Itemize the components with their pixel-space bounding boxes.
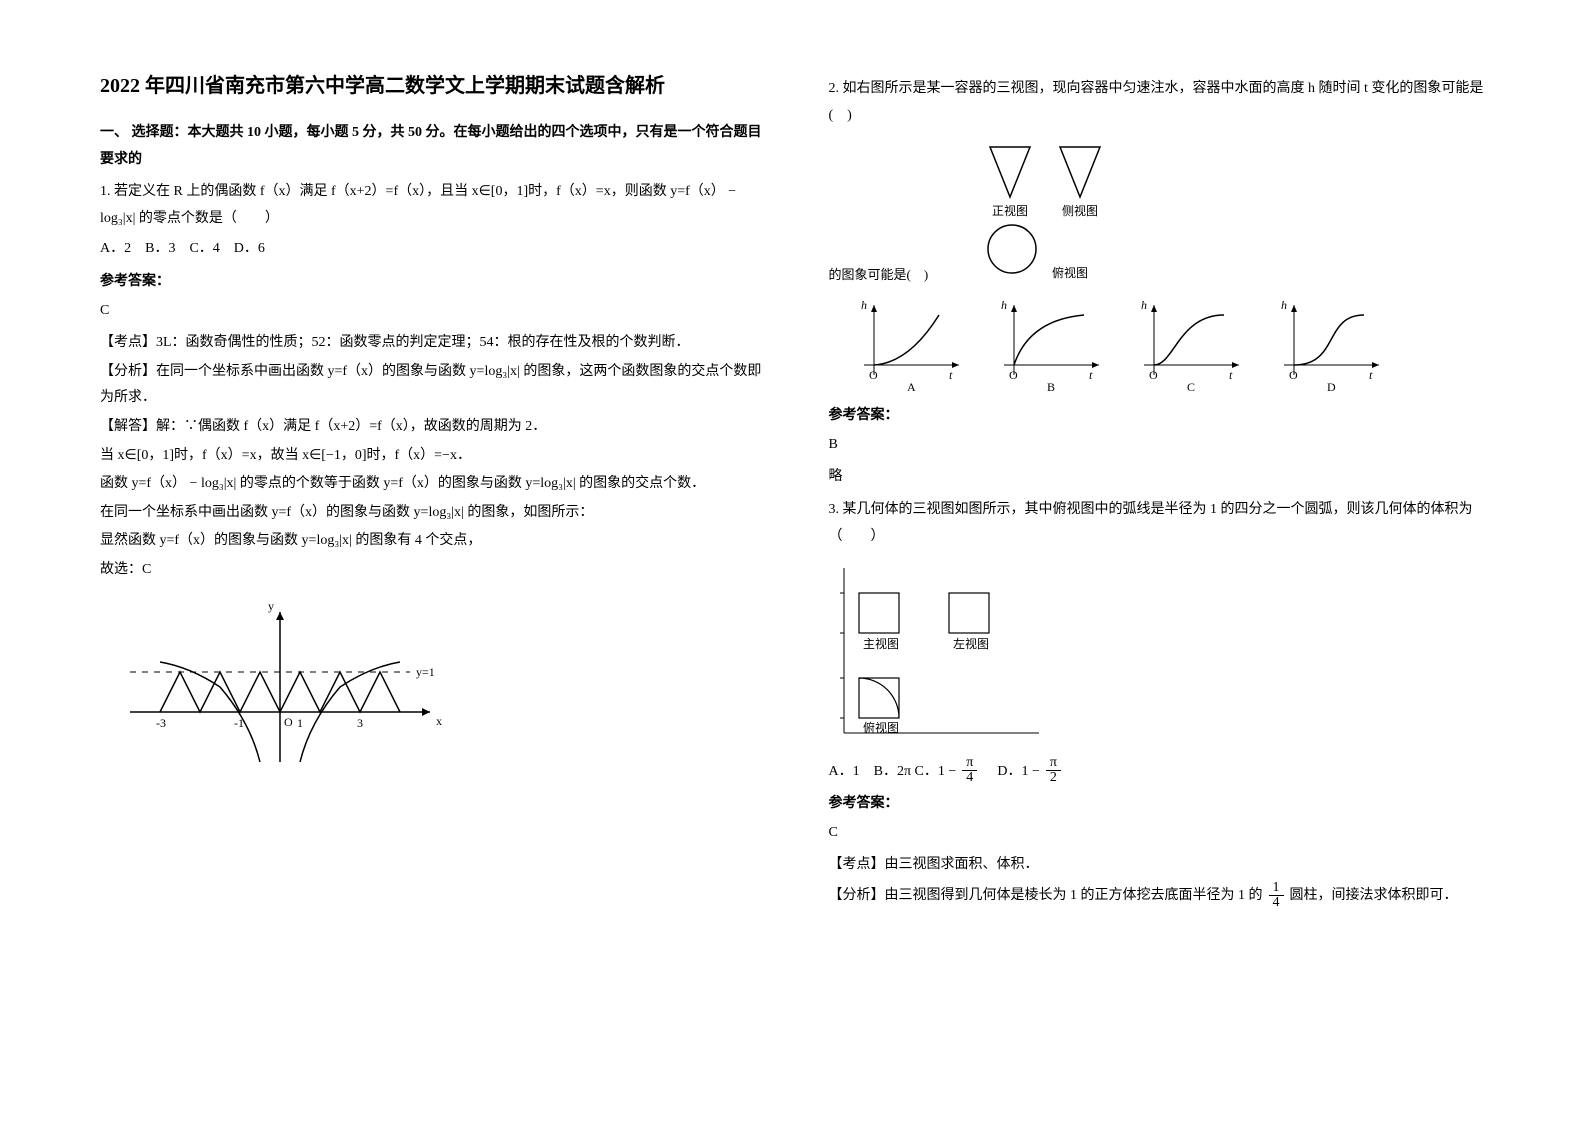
svg-text:B: B	[1047, 380, 1055, 394]
svg-text:h: h	[1001, 298, 1007, 312]
svg-text:h: h	[1281, 298, 1287, 312]
q1-analysis-7: 显然函数 y=f（x）的图象与函数 y=log₃|x| 的图象有 4 个交点，	[100, 528, 769, 555]
q1-analysis-2: 【分析】在同一个坐标系中画出函数 y=f（x）的图象与函数 y=log₃|x| …	[100, 359, 769, 412]
q3-frac2: π 2	[1046, 756, 1061, 785]
q1-analysis-1: 【考点】3L：函数奇偶性的性质；52：函数零点的判定定理；54：根的存在性及根的…	[100, 330, 769, 357]
svg-text:O: O	[1009, 368, 1018, 382]
q2-answer: B	[829, 432, 1498, 459]
svg-text:A: A	[907, 380, 916, 394]
svg-text:D: D	[1327, 380, 1336, 394]
q1-answer-label: 参考答案：	[100, 269, 769, 296]
svg-text:俯视图: 俯视图	[863, 720, 899, 735]
q2-three-views: 正视图 侧视图 俯视图	[940, 137, 1170, 287]
q3-frac1: π 4	[962, 756, 977, 785]
q3-opt-mid: D．1 −	[983, 759, 1040, 786]
q3-stem: 3. 某几何体的三视图如图所示，其中俯视图中的弧线是半径为 1 的四分之一个圆弧…	[829, 497, 1498, 550]
svg-text:h: h	[861, 298, 867, 312]
q1-answer: C	[100, 298, 769, 325]
y-axis-label: y	[268, 599, 274, 613]
svg-text:O: O	[1149, 368, 1158, 382]
q3-views: 主视图 左视图 俯视图	[829, 558, 1498, 748]
right-column: 2. 如右图所示是某一容器的三视图，现向容器中匀速注水，容器中水面的高度 h 随…	[829, 70, 1498, 1082]
svg-text:O: O	[284, 715, 293, 729]
xlabel-1: 1	[297, 716, 303, 730]
q2-side-label: 侧视图	[1062, 203, 1098, 218]
xlabel-neg3: -3	[156, 716, 166, 730]
q2-views-caption-prefix: 的图象可能是( )	[829, 263, 929, 288]
svg-text:t: t	[949, 368, 953, 382]
q2-front-label: 正视图	[992, 203, 1028, 218]
y1-label: y=1	[416, 665, 435, 679]
q1-graph: x y O y=1 -3 -1 1 3	[100, 592, 769, 792]
q1-analysis-4: 当 x∈[0，1]时，f（x）=x，故当 x∈[−1，0]时，f（x）=−x．	[100, 443, 769, 470]
q3-opt-prefix: A．1 B．2π C．1 −	[829, 759, 957, 786]
left-column: 2022 年四川省南充市第六中学高二数学文上学期期末试题含解析 一、 选择题：本…	[100, 70, 769, 1082]
q2-stem: 2. 如右图所示是某一容器的三视图，现向容器中匀速注水，容器中水面的高度 h 随…	[829, 76, 1498, 129]
svg-text:O: O	[1289, 368, 1298, 382]
q3-answer-label: 参考答案：	[829, 791, 1498, 818]
q2-views-row: 的图象可能是( ) 正视图 侧视图 俯视图	[829, 137, 1498, 287]
x-axis-label: x	[436, 714, 442, 728]
svg-text:t: t	[1369, 368, 1373, 382]
svg-text:t: t	[1229, 368, 1233, 382]
svg-text:h: h	[1141, 298, 1147, 312]
q3-frac3: 1 4	[1269, 881, 1284, 910]
xlabel-3: 3	[357, 716, 363, 730]
q2-brief: 略	[829, 464, 1498, 491]
svg-text:O: O	[869, 368, 878, 382]
svg-text:主视图: 主视图	[863, 636, 899, 651]
q1-options: A．2 B．3 C．4 D．6	[100, 236, 769, 263]
svg-text:t: t	[1089, 368, 1093, 382]
q3-answer: C	[829, 820, 1498, 847]
svg-text:C: C	[1187, 380, 1195, 394]
q2-answer-label: 参考答案：	[829, 403, 1498, 430]
q1-analysis-5: 函数 y=f（x） − log₃|x| 的零点的个数等于函数 y=f（x）的图象…	[100, 471, 769, 498]
page-title: 2022 年四川省南充市第六中学高二数学文上学期期末试题含解析	[100, 70, 769, 102]
q2-top-label: 俯视图	[1052, 265, 1088, 280]
q1-analysis-8: 故选：C	[100, 557, 769, 584]
q3-options: A．1 B．2π C．1 − π 4 D．1 − π 2	[829, 756, 1498, 785]
q3-analysis-1: 【考点】由三视图求面积、体积．	[829, 852, 1498, 879]
q1-stem: 1. 若定义在 R 上的偶函数 f（x）满足 f（x+2）=f（x），且当 x∈…	[100, 179, 769, 232]
q1-analysis-6: 在同一个坐标系中画出函数 y=f（x）的图象与函数 y=log₃|x| 的图象，…	[100, 500, 769, 527]
xlabel-neg1: -1	[234, 716, 244, 730]
q2-choices: h t O A h t O B	[829, 295, 1498, 395]
section-1-heading: 一、 选择题：本大题共 10 小题，每小题 5 分，共 50 分。在每小题给出的…	[100, 120, 769, 173]
q3-analysis-2: 【分析】由三视图得到几何体是棱长为 1 的正方体挖去底面半径为 1 的 1 4 …	[829, 881, 1498, 910]
q1-analysis-3: 【解答】解：∵偶函数 f（x）满足 f（x+2）=f（x），故函数的周期为 2．	[100, 414, 769, 441]
svg-text:左视图: 左视图	[953, 636, 989, 651]
